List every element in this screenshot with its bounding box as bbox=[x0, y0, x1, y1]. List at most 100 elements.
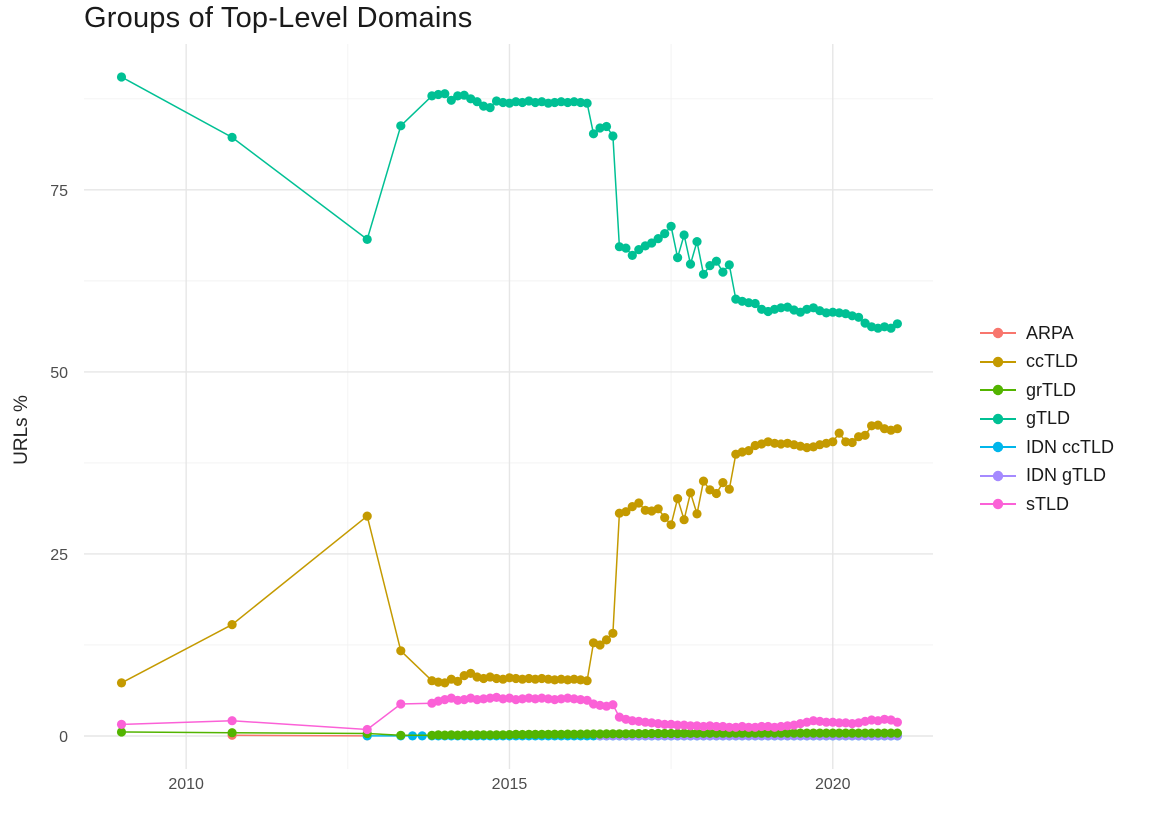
data-point bbox=[808, 728, 819, 738]
data-point bbox=[453, 676, 463, 687]
data-point bbox=[802, 728, 812, 738]
data-point bbox=[724, 260, 734, 270]
data-point bbox=[705, 728, 715, 738]
minor-gridlines bbox=[84, 44, 933, 769]
data-point bbox=[479, 730, 489, 740]
data-point bbox=[634, 498, 644, 508]
data-point bbox=[588, 729, 599, 739]
data-point bbox=[116, 678, 127, 688]
data-point bbox=[453, 730, 463, 740]
data-point bbox=[608, 729, 618, 739]
data-point bbox=[828, 437, 838, 447]
data-point bbox=[673, 720, 683, 730]
series-line bbox=[232, 734, 368, 737]
data-point bbox=[466, 730, 476, 740]
data-point bbox=[782, 728, 793, 738]
legend-label: ARPA bbox=[1026, 322, 1074, 343]
legend-key-icon bbox=[980, 356, 1016, 367]
data-point bbox=[724, 484, 734, 494]
data-point bbox=[692, 237, 702, 247]
data-point bbox=[744, 722, 754, 732]
data-point bbox=[685, 259, 696, 269]
data-point bbox=[582, 676, 592, 686]
legend-key-dot bbox=[992, 328, 1004, 339]
data-point bbox=[446, 95, 456, 105]
legend-item-idn-gtld: IDN gTLD bbox=[980, 462, 1114, 491]
series-cctld bbox=[116, 420, 903, 688]
data-point bbox=[886, 728, 896, 738]
data-point bbox=[685, 488, 696, 498]
data-point bbox=[504, 730, 515, 740]
legend-label: IDN ccTLD bbox=[1026, 436, 1115, 457]
data-point bbox=[543, 729, 553, 739]
data-point bbox=[854, 312, 864, 322]
legend-key-dot bbox=[992, 356, 1004, 367]
legend-item-idn-cctld: IDN ccTLD bbox=[980, 433, 1114, 462]
data-point bbox=[116, 727, 127, 737]
data-point bbox=[601, 635, 612, 645]
data-point bbox=[227, 620, 237, 630]
data-point bbox=[640, 729, 650, 739]
data-point bbox=[472, 730, 482, 740]
data-point bbox=[588, 129, 599, 139]
data-point bbox=[485, 730, 495, 740]
data-point bbox=[582, 729, 592, 739]
data-point bbox=[692, 728, 702, 739]
data-point bbox=[576, 729, 586, 739]
data-point bbox=[685, 721, 696, 731]
data-point bbox=[601, 729, 612, 739]
data-point bbox=[698, 269, 709, 279]
data-point bbox=[879, 728, 890, 738]
data-point bbox=[718, 267, 728, 277]
data-point bbox=[653, 504, 663, 514]
data-point bbox=[847, 728, 857, 738]
data-point bbox=[647, 238, 657, 248]
data-point bbox=[718, 728, 728, 738]
y-tick-label: 0 bbox=[59, 729, 68, 746]
data-point bbox=[227, 728, 237, 738]
data-point bbox=[433, 730, 443, 740]
data-point bbox=[608, 131, 618, 141]
x-tick-label: 2010 bbox=[168, 776, 204, 793]
legend-item-stld: sTLD bbox=[980, 490, 1114, 519]
y-tick-label: 75 bbox=[50, 183, 68, 200]
data-point bbox=[679, 230, 689, 240]
x-tick-label: 2020 bbox=[815, 776, 851, 793]
legend-key-dot bbox=[992, 385, 1004, 396]
legend-key-icon bbox=[980, 499, 1016, 510]
data-point bbox=[892, 424, 903, 434]
series-grtld bbox=[116, 727, 903, 740]
data-point bbox=[763, 728, 773, 738]
legend-item-cctld: ccTLD bbox=[980, 348, 1114, 377]
data-point bbox=[517, 729, 528, 740]
legend-item-gtld: gTLD bbox=[980, 405, 1114, 434]
data-point bbox=[653, 234, 663, 244]
data-point bbox=[396, 699, 406, 709]
data-point bbox=[621, 729, 631, 739]
data-point bbox=[692, 509, 702, 519]
data-point bbox=[711, 488, 722, 499]
data-point bbox=[815, 728, 825, 738]
data-point bbox=[660, 728, 670, 739]
data-point bbox=[821, 717, 831, 727]
data-point bbox=[821, 728, 831, 738]
data-point bbox=[847, 437, 857, 448]
data-point bbox=[634, 729, 644, 739]
y-tick-label: 50 bbox=[50, 365, 68, 382]
data-point bbox=[396, 121, 406, 131]
y-tick-label: 25 bbox=[50, 547, 68, 564]
data-point bbox=[627, 729, 637, 739]
data-point bbox=[116, 72, 127, 82]
data-point bbox=[396, 646, 406, 656]
data-point bbox=[362, 234, 372, 244]
data-point bbox=[789, 728, 799, 738]
legend-key-dot bbox=[992, 442, 1004, 453]
data-point bbox=[614, 729, 625, 739]
data-point bbox=[834, 718, 844, 728]
data-point bbox=[666, 728, 676, 739]
data-point bbox=[595, 729, 605, 739]
data-point bbox=[569, 729, 579, 739]
data-point bbox=[757, 721, 767, 732]
legend-label: grTLD bbox=[1026, 379, 1077, 400]
